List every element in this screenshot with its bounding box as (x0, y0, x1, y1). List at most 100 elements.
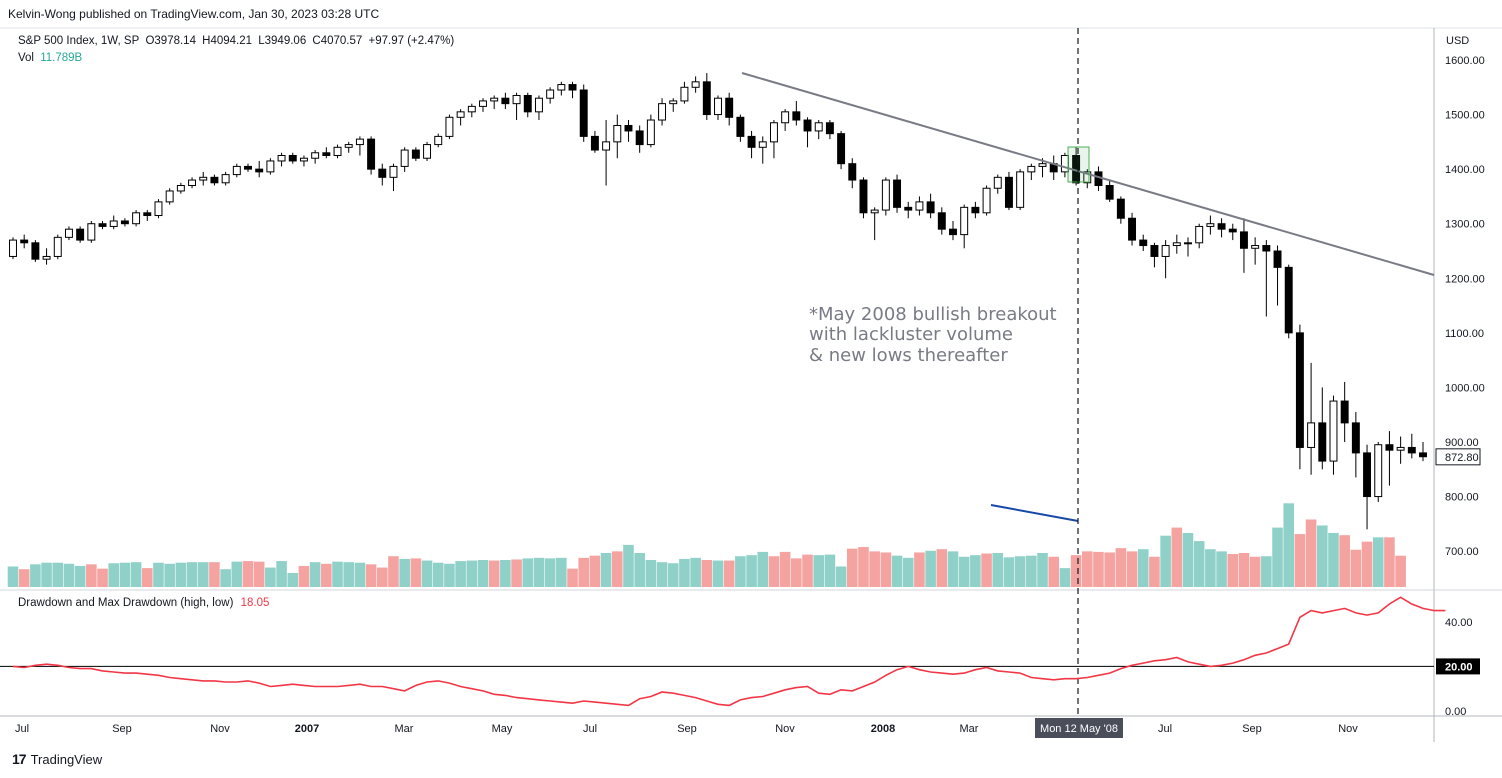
volume-bar (175, 562, 187, 587)
candle (568, 81, 577, 99)
time-axis-label: Nov (210, 723, 230, 735)
candle (20, 234, 29, 249)
candle-body (669, 100, 678, 105)
candle (176, 182, 185, 194)
volume-bar (768, 556, 780, 587)
candle (64, 226, 73, 241)
candle (848, 158, 857, 189)
volume-bar (533, 557, 545, 587)
volume-bar (824, 554, 836, 587)
candle-body (322, 152, 331, 156)
candle-body (143, 212, 152, 217)
price-axis-tick: 1300.00 (1445, 219, 1485, 231)
candle (367, 136, 376, 175)
annotation-text[interactable]: *May 2008 bullish breakout with lacklust… (809, 304, 1057, 366)
volume-bar (723, 560, 735, 587)
candle-body (691, 81, 700, 88)
volume-bar (1272, 527, 1283, 587)
volume-bar (936, 549, 948, 587)
time-axis-label: Jul (1158, 723, 1172, 735)
candle-body (1407, 446, 1416, 454)
candle (1150, 242, 1159, 268)
candle-body (1105, 185, 1114, 200)
volume-bar (365, 564, 377, 587)
candle (1307, 362, 1316, 475)
candle-body (624, 124, 633, 132)
candle (926, 193, 935, 219)
time-axis-label: Sep (677, 723, 697, 735)
candle (456, 109, 465, 126)
candle-body (20, 239, 29, 244)
volume-bar (1361, 541, 1373, 587)
candle-body (411, 149, 420, 159)
price-axis-tick: 900.00 (1445, 437, 1479, 449)
chart-frame (0, 27, 1502, 742)
volume-label[interactable]: Vol (18, 52, 34, 64)
candle (1004, 171, 1013, 211)
candle-body (1318, 422, 1327, 462)
candle (311, 150, 320, 164)
candle-body (467, 105, 476, 113)
candle-body (1295, 332, 1304, 448)
candle (1060, 152, 1069, 178)
candle (490, 95, 499, 110)
candle-body (389, 165, 398, 178)
candle-body (1161, 245, 1170, 257)
volume-bar (421, 560, 433, 587)
time-axis-label: Jul (583, 723, 597, 735)
candle (1396, 436, 1405, 464)
volume-bar (41, 562, 52, 587)
publisher-line: Kelvin-Wong published on TradingView.com… (8, 7, 380, 21)
candle-body (1273, 250, 1282, 268)
volume-bar (947, 551, 959, 587)
candle (512, 92, 521, 121)
candle (602, 120, 611, 186)
candle-body (9, 239, 17, 257)
volume-bar (958, 556, 970, 587)
volume-bar (522, 558, 534, 587)
volume-bar (63, 563, 75, 587)
candle-body (1374, 444, 1383, 498)
candle (680, 81, 689, 104)
candle (758, 136, 767, 164)
volume-bar (197, 562, 209, 587)
candle (199, 171, 208, 186)
volume-bar (52, 562, 64, 587)
footer-brand[interactable]: 17 TradingView (12, 751, 102, 767)
volume-bar (298, 565, 310, 587)
volume-bar (1059, 568, 1071, 587)
volume-bar (444, 563, 455, 587)
candle (1116, 196, 1125, 224)
candle-body (277, 154, 286, 162)
candle (389, 163, 398, 191)
candle-body (244, 165, 252, 170)
candle-body (736, 116, 745, 137)
drawdown-legend[interactable]: Drawdown and Max Drawdown (high, low) 18… (18, 597, 269, 609)
candle-body (881, 179, 890, 211)
volume-bar (1026, 555, 1037, 587)
last-price-label: 872.80 (1445, 452, 1479, 464)
volume-bar (757, 551, 769, 587)
volume-bar (1126, 551, 1138, 587)
drawings[interactable] (741, 28, 1435, 715)
volume-bar (253, 561, 265, 587)
candle-body (568, 84, 577, 91)
candle-body (1329, 400, 1338, 462)
symbol-name[interactable]: S&P 500 Index, 1W, SP (18, 35, 140, 47)
time-axis-label: Sep (1242, 723, 1262, 735)
candle (982, 185, 991, 216)
candle (87, 220, 96, 243)
volume-bar (791, 558, 802, 587)
candle (434, 133, 443, 148)
candle (1184, 237, 1192, 257)
candle-body (758, 141, 767, 148)
candle-body (1060, 154, 1069, 173)
volume-bar (1149, 556, 1160, 587)
candle-body (1363, 452, 1372, 498)
volume-bar (645, 560, 657, 587)
candle-body (1139, 239, 1148, 247)
volume-bar (466, 560, 478, 587)
volume-bar (1193, 541, 1205, 587)
volume-bar (600, 552, 612, 587)
